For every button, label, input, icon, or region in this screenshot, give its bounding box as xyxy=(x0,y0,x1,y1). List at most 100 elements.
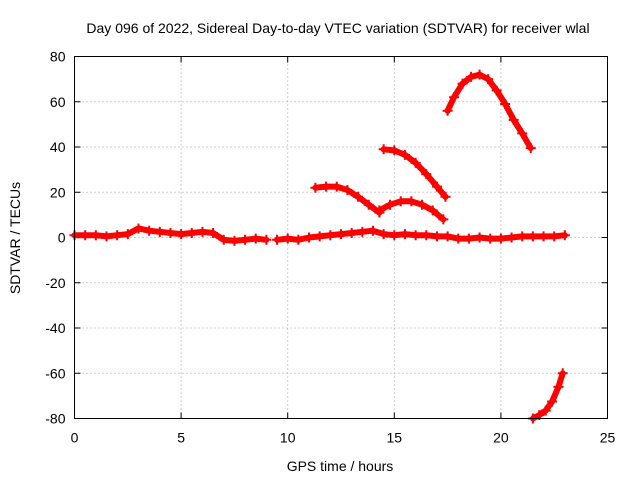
data-point xyxy=(367,225,378,236)
data-point xyxy=(229,235,240,246)
data-point xyxy=(144,225,155,236)
y-tick-label: 0 xyxy=(58,230,66,246)
data-point xyxy=(559,230,570,241)
data-point xyxy=(176,229,187,240)
series-arc-4 xyxy=(442,69,536,154)
data-point xyxy=(406,196,417,207)
data-point xyxy=(427,205,438,216)
data-point xyxy=(90,230,101,241)
data-point xyxy=(282,233,293,244)
data-point xyxy=(525,143,536,154)
data-point xyxy=(250,233,261,244)
data-point xyxy=(500,99,511,110)
data-point xyxy=(557,368,568,379)
data-point xyxy=(399,149,410,160)
data-point xyxy=(304,232,315,243)
data-point xyxy=(527,231,538,242)
y-tick-label: -40 xyxy=(45,320,65,336)
data-point xyxy=(314,231,325,242)
data-point xyxy=(440,191,451,202)
data-point xyxy=(540,405,551,416)
data-point xyxy=(457,78,468,89)
data-point xyxy=(506,232,517,243)
data-point xyxy=(549,231,560,242)
data-point xyxy=(218,234,229,245)
data-point xyxy=(112,230,123,241)
x-tick-label: 20 xyxy=(493,430,509,446)
data-point xyxy=(431,231,442,242)
data-point xyxy=(463,233,474,244)
data-point xyxy=(385,199,396,210)
data-point xyxy=(431,181,442,192)
series-baseline-b xyxy=(272,225,570,245)
data-point xyxy=(417,199,428,210)
data-point xyxy=(517,128,528,139)
y-tick-label: 20 xyxy=(50,184,66,200)
data-point xyxy=(133,223,144,234)
data-point xyxy=(346,227,357,238)
x-tick-label: 25 xyxy=(600,430,616,446)
data-point xyxy=(491,85,502,96)
data-point xyxy=(474,232,485,243)
data-point xyxy=(399,229,410,240)
data-point xyxy=(80,230,91,241)
x-axis-label: GPS time / hours xyxy=(287,458,394,474)
y-tick-label: -60 xyxy=(45,365,65,381)
data-point xyxy=(421,169,432,180)
data-point xyxy=(186,227,197,238)
data-point xyxy=(154,226,165,237)
data-point xyxy=(374,205,385,216)
data-point xyxy=(395,196,406,207)
x-tick-label: 0 xyxy=(71,430,79,446)
data-point xyxy=(310,182,321,193)
series-arc-2 xyxy=(374,196,449,225)
data-point xyxy=(389,230,400,241)
series-arc-3 xyxy=(378,144,451,202)
series-layer xyxy=(69,69,570,424)
data-point xyxy=(448,92,459,103)
data-point xyxy=(378,229,389,240)
data-point xyxy=(485,233,496,244)
data-point xyxy=(466,71,477,82)
x-tick-label: 5 xyxy=(177,430,185,446)
y-tick-label: -80 xyxy=(45,411,65,427)
data-point xyxy=(421,230,432,241)
data-point xyxy=(325,230,336,241)
data-point xyxy=(389,145,400,156)
y-axis-label: SDTVAR / TECUs xyxy=(7,182,23,294)
data-point xyxy=(553,381,564,392)
data-point xyxy=(517,231,528,242)
data-point xyxy=(331,181,342,192)
data-point xyxy=(453,233,464,244)
data-point xyxy=(442,231,453,242)
data-point xyxy=(208,227,219,238)
data-point xyxy=(378,144,389,155)
series-line xyxy=(274,227,568,243)
data-point xyxy=(438,214,449,225)
data-point xyxy=(538,231,549,242)
data-point xyxy=(101,231,112,242)
x-tick-label: 15 xyxy=(387,430,403,446)
data-point xyxy=(197,226,208,237)
data-point xyxy=(240,234,251,245)
data-point xyxy=(272,234,283,245)
data-point xyxy=(547,396,558,407)
plot-frame xyxy=(74,56,608,419)
tick-label-layer: 0 5 10 15 20 25 -80 -60 -40 -20 0 20 40 60 80 xyxy=(45,49,615,446)
data-point xyxy=(165,227,176,238)
x-tick-label: 10 xyxy=(280,430,296,446)
y-tick-label: 40 xyxy=(50,139,66,155)
data-point xyxy=(357,226,368,237)
data-point xyxy=(293,234,304,245)
data-point xyxy=(495,233,506,244)
data-point xyxy=(483,74,494,85)
data-point xyxy=(410,157,421,168)
data-point xyxy=(342,184,353,195)
y-tick-label: -20 xyxy=(45,275,65,291)
data-point xyxy=(321,181,332,192)
data-point xyxy=(261,234,272,245)
data-point xyxy=(508,114,519,125)
data-point xyxy=(353,191,364,202)
chart-title: Day 096 of 2022, Sidereal Day-to-day VTE… xyxy=(86,20,589,36)
